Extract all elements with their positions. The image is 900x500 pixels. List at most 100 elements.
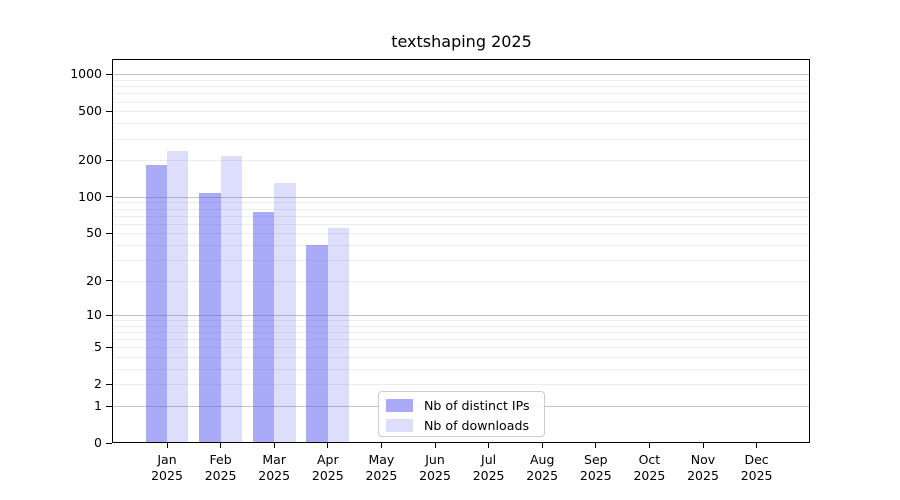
x-tick-month: Aug [529,452,555,467]
x-tick-mark [541,443,543,448]
y-tick-mark [106,110,112,112]
y-tick-label: 1 [94,398,102,414]
x-tick-mark [595,443,597,448]
x-tick-year: 2025 [687,467,719,483]
bar-downloads-mar [274,182,296,443]
bar-distinct-ips-mar [252,211,275,443]
chart-title: textshaping 2025 [391,32,532,51]
x-tick-label-jul: Jul 2025 [461,452,517,483]
x-tick-label-aug: Aug 2025 [514,452,570,483]
gridline-minor [113,202,810,204]
gridline-minor [113,160,810,162]
x-tick-label-apr: Apr 2025 [300,452,356,483]
y-tick-mark [106,73,112,75]
gridline-minor [113,369,810,371]
x-tick-mark [488,443,490,448]
y-tick-label: 5 [94,339,102,355]
gridline-minor [113,332,810,334]
gridline-minor [113,233,810,235]
gridline-minor [113,101,810,103]
y-tick-mark [106,346,112,348]
x-tick-mark [648,443,650,448]
x-tick-label-dec: Dec 2025 [729,452,785,483]
gridline-minor [113,320,810,322]
x-tick-mark [273,443,275,448]
x-tick-month: Mar [262,452,286,467]
bar-distinct-ips-jan [145,164,167,443]
gridline-minor [113,86,810,88]
x-tick-month: Jan [157,452,177,467]
x-tick-mark [434,443,436,448]
x-tick-year: 2025 [633,467,666,483]
bar-downloads-apr [327,228,350,443]
gridline-minor [113,93,810,95]
x-tick-year: 2025 [258,467,291,483]
x-tick-month: Apr [316,452,339,467]
y-tick-label: 200 [78,152,102,168]
gridline-minor [113,280,810,282]
x-tick-year: 2025 [526,467,559,483]
legend-item-distinct-ips: Nb of distinct IPs [386,395,544,415]
x-tick-month: Jun [425,452,445,467]
x-tick-year: 2025 [365,467,398,483]
x-tick-label-sep: Sep 2025 [568,452,624,483]
x-tick-month: Nov [690,452,716,467]
gridline-minor [113,259,810,261]
y-tick-mark [106,383,112,385]
legend-swatch-distinct-ips [386,398,413,412]
x-tick-mark [166,443,168,448]
gridline-minor [113,138,810,140]
x-tick-label-jan: Jan 2025 [139,452,195,483]
gridline-minor [113,208,810,210]
legend-label-distinct-ips: Nb of distinct IPs [424,397,530,413]
bar-distinct-ips-apr [306,244,328,443]
x-tick-label-nov: Nov 2025 [675,452,731,483]
gridline-minor [113,80,810,81]
x-tick-year: 2025 [419,467,451,483]
x-tick-month: Sep [584,452,608,467]
gridline-minor [113,339,810,341]
gridline-minor [113,244,810,246]
gridline-major [113,196,810,198]
y-tick-mark [106,314,112,316]
x-tick-label-mar: Mar 2025 [246,452,302,483]
legend-label-downloads: Nb of downloads [424,417,530,433]
x-tick-year: 2025 [151,467,183,483]
y-tick-label: 0 [94,435,102,450]
x-tick-year: 2025 [579,467,612,483]
legend: Nb of distinct IPs Nb of downloads [378,391,545,437]
gridline-minor [113,111,810,113]
y-tick-label: 20 [86,272,102,288]
x-tick-mark [220,443,222,448]
y-tick-mark [106,196,112,198]
gridline-minor [113,215,810,217]
x-tick-month: Jul [481,452,497,467]
x-tick-label-oct: Oct 2025 [621,452,677,483]
x-tick-mark [327,443,329,448]
y-tick-label: 500 [78,103,102,119]
y-tick-label: 100 [78,188,102,204]
legend-item-downloads: Nb of downloads [386,415,544,435]
x-tick-mark [756,443,758,448]
y-tick-mark [106,232,112,234]
y-tick-mark [106,405,112,407]
y-tick-mark [106,280,112,282]
x-tick-label-jun: Jun 2025 [407,452,463,483]
gridline-major [113,74,810,76]
y-tick-label: 50 [86,225,102,241]
legend-swatch-downloads [386,418,413,432]
gridline-minor [113,325,810,327]
y-tick-mark [106,442,112,444]
x-tick-year: 2025 [740,467,773,483]
gridline-minor [113,123,810,125]
gridline-minor [113,223,810,225]
y-tick-label: 10 [86,307,102,323]
x-tick-month: May [368,452,395,467]
gridline-minor [113,384,810,386]
bar-downloads-feb [220,156,242,443]
bar-downloads-jan [167,151,189,443]
y-tick-label: 1000 [70,66,102,82]
